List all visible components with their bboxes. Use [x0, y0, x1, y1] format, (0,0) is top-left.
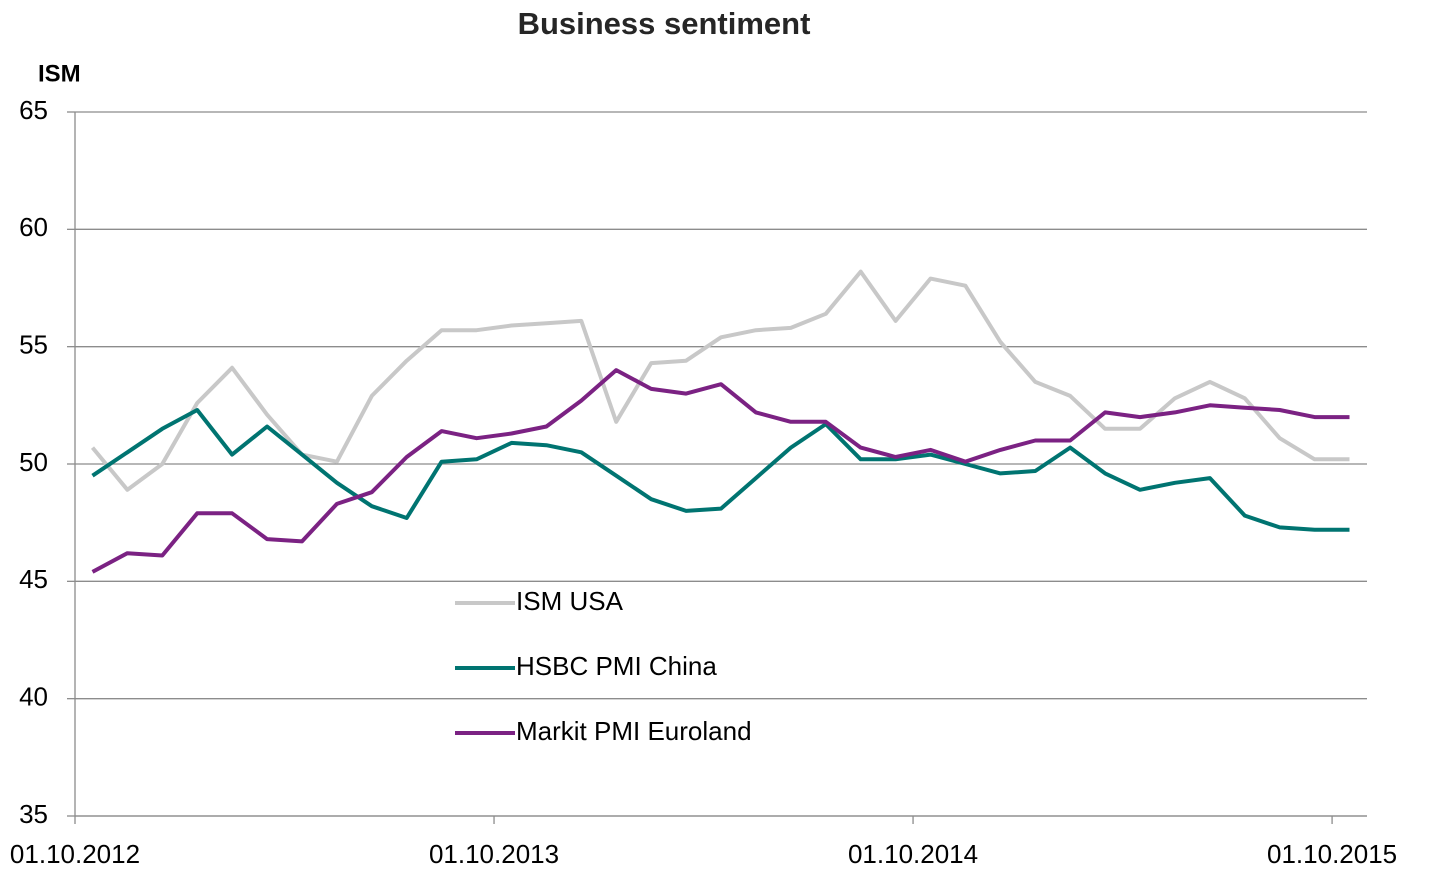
y-tick-label: 50: [19, 447, 48, 477]
y-tick-label: 60: [19, 212, 48, 242]
series-line: [90, 269, 1350, 492]
y-tick-label: 40: [19, 682, 48, 712]
y-axis-label: ISM: [38, 60, 81, 87]
legend-label: HSBC PMI China: [516, 651, 717, 681]
y-tick-label: 65: [19, 95, 48, 125]
y-tick-label: 55: [19, 330, 48, 360]
x-tick-label: 01.10.2014: [848, 839, 978, 869]
x-tick-label: 01.10.2012: [10, 839, 140, 869]
legend-label: Markit PMI Euroland: [516, 716, 752, 746]
y-tick-label: 35: [19, 799, 48, 829]
y-tick-label: 45: [19, 564, 48, 594]
x-tick-label: 01.10.2015: [1267, 839, 1397, 869]
legend-label: ISM USA: [516, 586, 624, 616]
series-line: [91, 368, 1350, 574]
series-line: [91, 408, 1350, 532]
chart-title: Business sentiment: [518, 6, 811, 41]
x-tick-label: 01.10.2013: [429, 839, 559, 869]
